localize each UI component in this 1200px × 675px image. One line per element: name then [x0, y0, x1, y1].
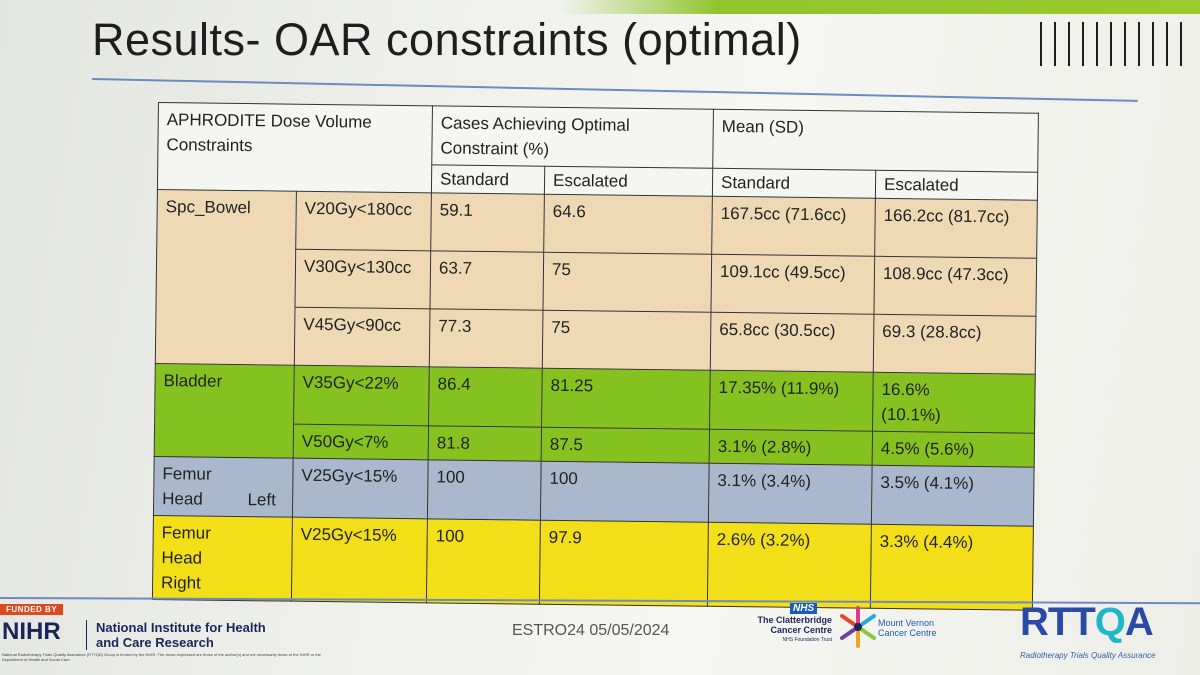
rttqa-subtitle: Radiotherapy Trials Quality Assurance: [1020, 651, 1156, 660]
mount-vernon-star-icon: [840, 606, 876, 648]
cases-escalated-cell: 75: [542, 310, 711, 371]
clatterbridge-name: The Clatterbridge Cancer Centre: [757, 615, 832, 635]
mean-standard-cell: 3.1% (2.8%): [709, 429, 873, 466]
slide-title: Results- OAR constraints (optimal): [92, 14, 802, 65]
nihr-logo: NIHR: [2, 618, 61, 645]
organ-cell: Femur Head Right: [152, 515, 293, 602]
header-constraints: APHRODITE Dose Volume Constraints: [157, 102, 433, 193]
header-cases: Cases Achieving Optimal Constraint (%): [431, 105, 714, 169]
cases-standard-cell: 63.7: [429, 250, 544, 311]
header-mean: Mean (SD): [712, 109, 1039, 173]
cases-standard-cell: 100: [427, 459, 542, 521]
mean-escalated-cell: 69.3 (28.8cc): [873, 314, 1036, 375]
results-table: APHRODITE Dose Volume Constraints Cases …: [152, 102, 1039, 611]
decorative-bars: [1040, 22, 1182, 66]
subheader-mean-standard: Standard: [712, 168, 876, 199]
rttqa-logo: RTTQA: [1020, 600, 1154, 645]
rttqa-logo-part: A: [1124, 600, 1154, 644]
event-date: ESTRO24 05/05/2024: [512, 622, 670, 639]
table-row: Bladder V35Gy<22% 86.4 81.25 17.35% (11.…: [154, 363, 1036, 459]
table-row: Spc_Bowel V20Gy<180cc 59.1 64.6 167.5cc …: [155, 189, 1038, 366]
subheader-cases-standard: Standard: [431, 164, 545, 195]
cases-standard-cell: 86.4: [428, 366, 543, 428]
mean-standard-cell: 2.6% (3.2%): [707, 522, 872, 609]
subheader-mean-escalated: Escalated: [875, 170, 1038, 201]
constraint-cell: V35Gy<22%: [293, 365, 430, 426]
table-row: Femur Head Left V25Gy<15% 100 100 3.1% (…: [153, 456, 1035, 527]
funded-by-label: FUNDED BY: [0, 604, 64, 615]
mean-escalated-cell: 166.2cc (81.7cc): [874, 198, 1038, 259]
results-table-wrap: APHRODITE Dose Volume Constraints Cases …: [152, 102, 1039, 611]
cases-standard-cell: 81.8: [428, 425, 542, 462]
constraint-cell: V45Gy<90cc: [294, 307, 430, 367]
nihr-divider: [86, 620, 87, 650]
mean-escalated-cell: 108.9cc (47.3cc): [873, 256, 1037, 317]
cases-escalated-cell: 81.25: [541, 368, 711, 430]
top-accent-bar: [560, 0, 1200, 14]
cases-escalated-cell: 97.9: [539, 520, 709, 607]
cases-escalated-cell: 87.5: [541, 427, 710, 464]
constraint-cell: V25Gy<15%: [292, 458, 429, 519]
mean-escalated-cell: 3.3% (4.4%): [870, 524, 1034, 611]
constraint-cell: V30Gy<130cc: [295, 249, 431, 309]
nihr-disclaimer: National Radiotherapy Trials Quality Ass…: [2, 652, 321, 662]
mean-standard-cell: 3.1% (3.4%): [708, 463, 873, 525]
rttqa-logo-q: Q: [1094, 600, 1126, 644]
constraint-cell: V50Gy<7%: [293, 424, 429, 460]
cases-standard-cell: 100: [426, 518, 541, 605]
organ-cell: Bladder: [154, 363, 295, 459]
mean-escalated-cell: 4.5% (5.6%): [872, 431, 1035, 468]
mean-escalated-cell: 3.5% (4.1%): [871, 465, 1035, 527]
cases-standard-cell: 77.3: [429, 308, 543, 369]
constraint-cell: V25Gy<15%: [291, 517, 428, 603]
cases-escalated-cell: 100: [540, 461, 710, 523]
mean-standard-cell: 109.1cc (49.5cc): [710, 254, 875, 315]
constraint-cell: V20Gy<180cc: [295, 191, 432, 251]
cases-escalated-cell: 64.6: [543, 194, 713, 255]
organ-cell: Femur Head Left: [153, 456, 294, 518]
nihr-name: National Institute for Health and Care R…: [96, 620, 266, 650]
mount-vernon-name: Mount Vernon Cancer Centre: [878, 618, 937, 638]
rttqa-logo-part: RTT: [1020, 600, 1096, 644]
organ-cell: Spc_Bowel: [155, 189, 297, 366]
table-row: Femur Head Right V25Gy<15% 100 97.9 2.6%…: [152, 515, 1034, 611]
mean-standard-cell: 65.8cc (30.5cc): [710, 312, 874, 373]
cases-standard-cell: 59.1: [430, 192, 545, 253]
mean-standard-cell: 167.5cc (71.6cc): [711, 196, 876, 257]
nhs-logo: NHS: [790, 603, 818, 614]
header-row: APHRODITE Dose Volume Constraints Cases …: [157, 102, 1039, 193]
title-rule: [91, 78, 1138, 102]
mean-standard-cell: 17.35% (11.9%): [709, 370, 874, 432]
clatterbridge-sub: NHS Foundation Trust: [782, 637, 832, 643]
cases-escalated-cell: 75: [542, 252, 712, 313]
mean-escalated-cell: 16.6% (10.1%): [872, 372, 1036, 434]
clatterbridge-logo: The Clatterbridge Cancer Centre NHS Foun…: [740, 615, 832, 645]
subheader-cases-escalated: Escalated: [544, 166, 713, 197]
